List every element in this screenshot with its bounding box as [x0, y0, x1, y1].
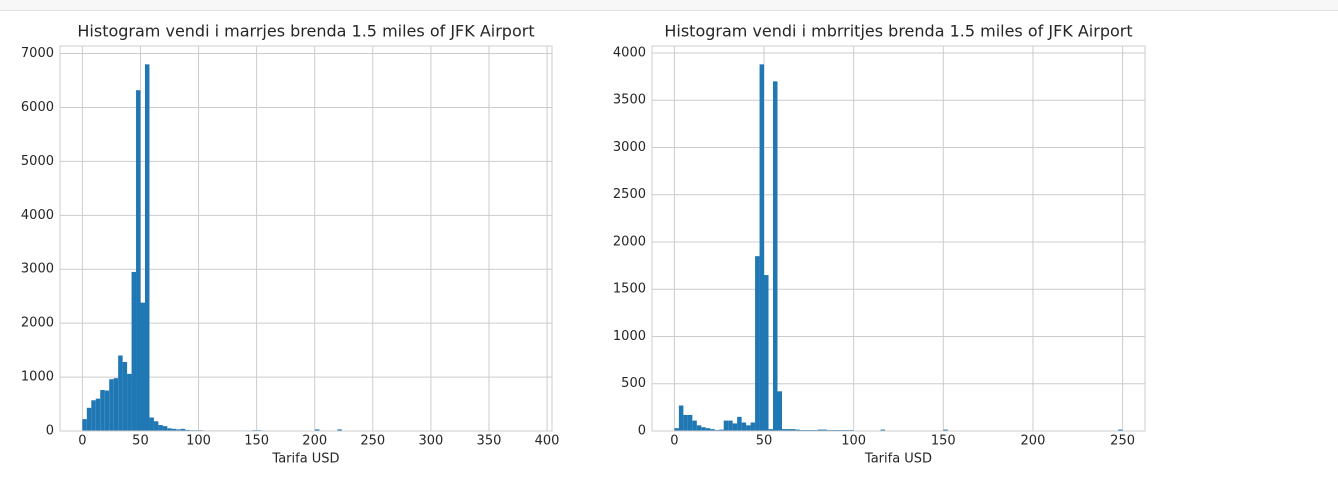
bar	[122, 361, 128, 431]
chart-title: Histogram vendi i marrjes brenda 1.5 mil…	[77, 22, 534, 41]
bar	[136, 90, 141, 431]
x-tick-label: 400	[535, 434, 560, 449]
bar	[741, 422, 747, 431]
bar	[768, 429, 774, 431]
bar	[728, 420, 733, 431]
axes-frame	[651, 45, 1146, 432]
bar	[719, 429, 724, 431]
bar	[710, 429, 715, 431]
bar	[140, 302, 145, 431]
x-axis-label: Tarifa USD	[864, 452, 932, 467]
bar	[777, 391, 782, 431]
bar	[764, 275, 769, 431]
y-tick-label: 0	[46, 424, 54, 439]
x-tick-label: 100	[841, 434, 866, 449]
x-tick-label: 150	[931, 434, 956, 449]
bar	[781, 429, 787, 431]
x-tick-label: 50	[756, 434, 773, 449]
bar	[91, 400, 96, 431]
bar	[104, 390, 110, 431]
chart-title: Histogram vendi i mbrritjes brenda 1.5 m…	[664, 22, 1132, 41]
bar	[176, 429, 181, 431]
bar	[149, 417, 154, 431]
bar	[943, 429, 948, 431]
axes-frame	[59, 45, 553, 432]
bar	[692, 420, 697, 431]
x-tick-label: 200	[302, 434, 327, 449]
bar	[314, 429, 320, 431]
y-tick-label: 2000	[21, 316, 54, 331]
bar	[171, 428, 177, 431]
y-tick-label: 3000	[21, 262, 54, 277]
bar	[880, 429, 886, 431]
y-tick-label: 1000	[21, 370, 54, 385]
y-tick-label: 2000	[613, 234, 646, 249]
y-tick-label: 3000	[613, 140, 646, 155]
y-tick-label: 6000	[21, 100, 54, 115]
x-tick-label: 100	[186, 434, 211, 449]
bar	[696, 425, 702, 431]
bar	[786, 429, 791, 431]
y-tick-label: 500	[621, 376, 646, 391]
bar	[674, 428, 679, 431]
bar	[185, 429, 190, 431]
bar	[127, 373, 132, 431]
bar	[158, 425, 163, 431]
bar	[153, 421, 159, 431]
plot-area	[652, 46, 1145, 431]
x-tick-label: 200	[1021, 434, 1046, 449]
bar	[1118, 429, 1123, 431]
x-tick-label: 250	[360, 434, 385, 449]
bar	[167, 428, 172, 431]
x-tick-label: 350	[477, 434, 502, 449]
bar	[750, 422, 756, 431]
bar	[705, 428, 711, 431]
x-tick-label: 0	[78, 434, 86, 449]
y-tick-label: 1500	[613, 282, 646, 297]
y-tick-label: 3500	[613, 93, 646, 108]
bar	[790, 429, 796, 431]
bar	[144, 64, 150, 431]
code-cell-edge	[0, 0, 1338, 11]
y-tick-label: 0	[638, 424, 646, 439]
bar	[162, 426, 168, 431]
bar	[109, 379, 114, 431]
bar	[817, 429, 823, 431]
bar	[822, 429, 827, 431]
y-tick-label: 5000	[21, 154, 54, 169]
x-tick-label: 0	[670, 434, 678, 449]
y-tick-label: 4000	[613, 45, 646, 60]
y-tick-label: 7000	[21, 46, 54, 61]
bar	[678, 405, 684, 431]
bar	[723, 420, 729, 431]
x-tick-label: 150	[244, 434, 269, 449]
bar	[180, 428, 186, 431]
bar	[737, 416, 742, 431]
x-axis-label: Tarifa USD	[271, 452, 339, 467]
bar	[746, 425, 751, 431]
x-tick-label: 300	[418, 434, 443, 449]
x-tick-label: 250	[1110, 434, 1135, 449]
bar	[732, 423, 738, 431]
y-tick-label: 4000	[21, 208, 54, 223]
bar	[86, 407, 92, 431]
bar	[131, 271, 137, 431]
y-tick-label: 2500	[613, 187, 646, 202]
x-tick-label: 50	[132, 434, 149, 449]
bar	[687, 414, 693, 431]
bar	[759, 64, 765, 431]
bar	[701, 427, 706, 431]
bar	[82, 419, 87, 431]
bar	[755, 256, 760, 431]
bar	[100, 390, 105, 431]
bar	[337, 429, 342, 431]
y-tick-label: 1000	[613, 329, 646, 344]
bar	[683, 414, 688, 431]
bar	[95, 398, 101, 431]
bar	[773, 81, 778, 432]
bar	[118, 355, 123, 431]
bar	[795, 429, 800, 431]
bar	[113, 378, 119, 431]
